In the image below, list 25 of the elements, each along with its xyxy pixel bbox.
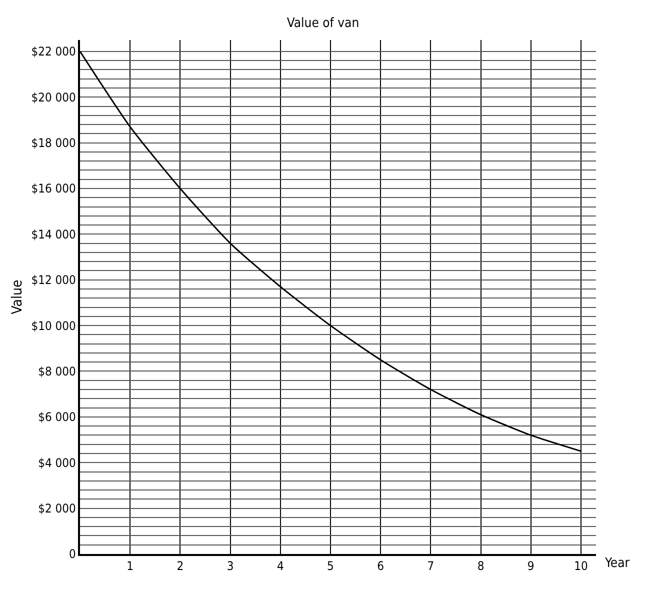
x-axis-title: Year (604, 556, 630, 571)
y-tick-label: $4 000 (38, 456, 76, 470)
x-tick-label: 9 (527, 559, 534, 574)
y-tick-label: $6 000 (38, 410, 76, 424)
y-tick-label: $14 000 (31, 227, 76, 242)
x-tick-label: 8 (477, 559, 484, 574)
y-tick-label: $18 000 (31, 136, 76, 150)
x-tick-label: 4 (276, 559, 284, 574)
chart-title: Value of van (286, 16, 360, 31)
x-tick-label: 7 (427, 559, 434, 574)
y-tick-label: $10 000 (31, 318, 76, 333)
y-tick-label: $16 000 (31, 182, 76, 196)
x-tick-label: 3 (226, 559, 234, 574)
y-tick-label: $22 000 (31, 44, 76, 59)
y-tick-label: $8 000 (38, 364, 76, 378)
x-tick-label: 6 (377, 559, 384, 574)
x-tick-label: 2 (176, 559, 184, 574)
x-tick-label: 1 (126, 559, 134, 574)
y-tick-label: $20 000 (31, 90, 76, 104)
y-tick-label: $12 000 (31, 273, 76, 288)
y-tick-label: 0 (68, 547, 76, 562)
y-axis-title: Value (9, 280, 26, 314)
y-tick-label: $2 000 (38, 502, 76, 516)
x-tick-label: 5 (327, 559, 334, 574)
x-tick-label: 10 (574, 559, 588, 574)
